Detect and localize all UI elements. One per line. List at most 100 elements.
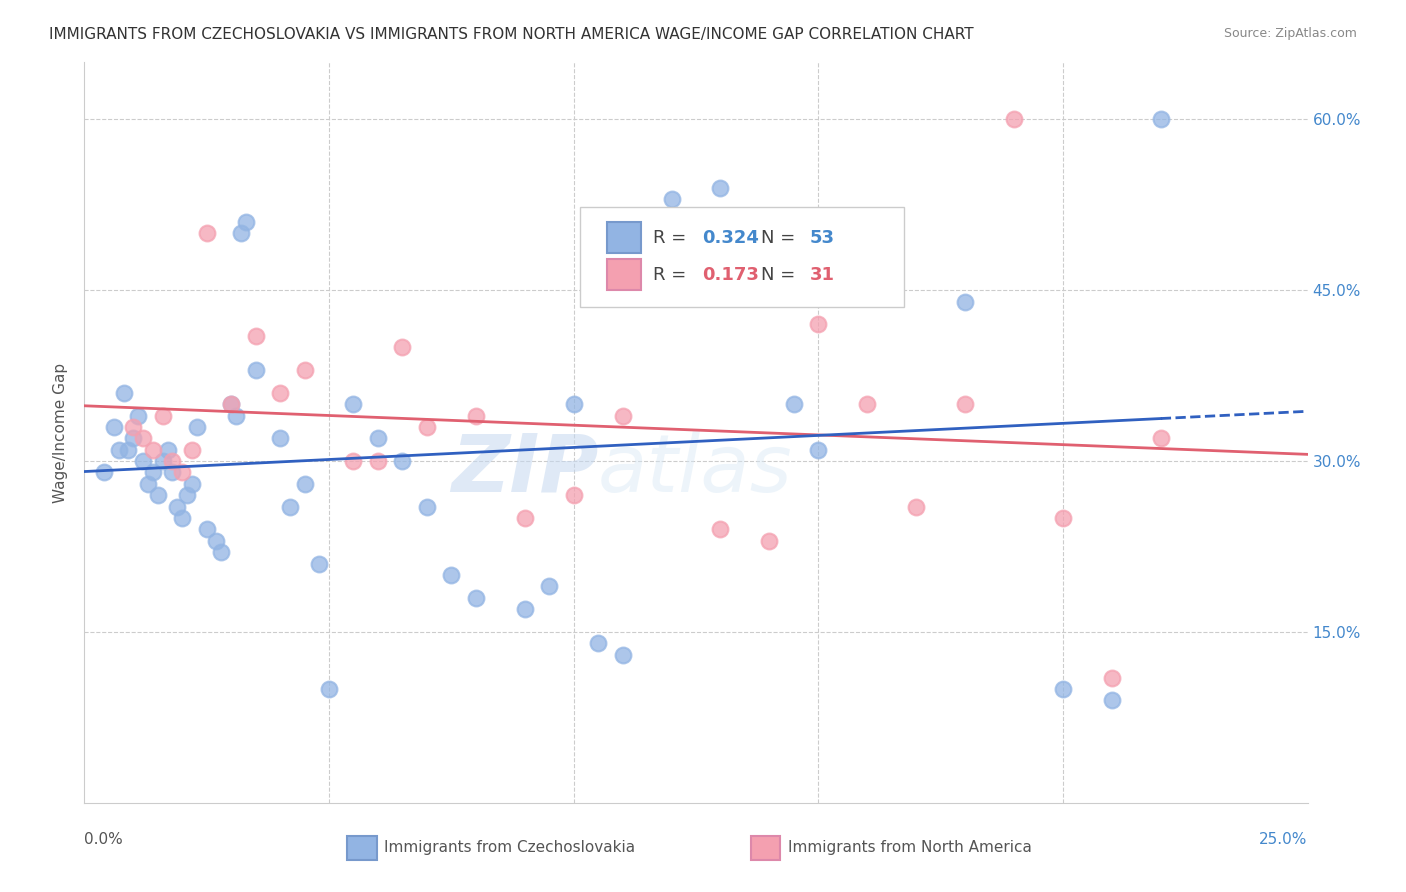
Point (709, 523, 731, 537)
Point (612, 648, 634, 662)
Text: 0.173: 0.173 (702, 266, 759, 284)
Point (318, 681, 340, 696)
Point (856, 260, 879, 275)
Text: 31: 31 (810, 266, 835, 284)
Point (205, 533, 228, 548)
Point (195, 227, 218, 241)
FancyBboxPatch shape (751, 836, 780, 860)
Point (1101, 693, 1123, 707)
Point (538, 579, 561, 593)
Text: atlas: atlas (598, 431, 793, 508)
Point (146, 488, 169, 502)
Point (709, 180, 731, 194)
Point (152, 454, 174, 468)
Point (152, 409, 174, 423)
Point (278, 500, 301, 514)
Point (172, 466, 194, 480)
Point (807, 318, 830, 332)
Point (416, 420, 439, 434)
Point (181, 442, 204, 457)
Point (758, 272, 780, 286)
Point (142, 466, 165, 480)
Point (162, 466, 184, 480)
Point (513, 602, 536, 616)
FancyBboxPatch shape (347, 836, 377, 860)
FancyBboxPatch shape (606, 222, 641, 253)
Text: R =: R = (654, 229, 692, 247)
Point (758, 533, 780, 548)
Text: ZIP: ZIP (451, 431, 598, 508)
Text: Immigrants from North America: Immigrants from North America (787, 840, 1032, 855)
Point (112, 385, 135, 400)
Point (807, 442, 830, 457)
Point (905, 500, 928, 514)
Text: IMMIGRANTS FROM CZECHOSLOVAKIA VS IMMIGRANTS FROM NORTH AMERICA WAGE/INCOME GAP : IMMIGRANTS FROM CZECHOSLOVAKIA VS IMMIGR… (49, 27, 974, 42)
Point (342, 454, 364, 468)
Text: N =: N = (761, 266, 801, 284)
Point (391, 340, 413, 354)
Point (166, 500, 188, 514)
Point (235, 215, 257, 229)
Point (367, 431, 389, 445)
Point (953, 397, 976, 411)
Point (1052, 511, 1074, 525)
Point (416, 500, 439, 514)
Point (464, 591, 486, 605)
Point (209, 545, 232, 559)
Point (856, 397, 879, 411)
Point (513, 511, 536, 525)
Point (186, 420, 208, 434)
Point (464, 409, 486, 423)
Text: 53: 53 (810, 229, 835, 247)
FancyBboxPatch shape (606, 260, 641, 291)
Point (953, 294, 976, 309)
Point (562, 488, 585, 502)
Point (308, 557, 330, 571)
Point (107, 442, 129, 457)
Point (132, 454, 155, 468)
Point (269, 431, 291, 445)
Point (142, 442, 165, 457)
Point (342, 397, 364, 411)
Point (783, 397, 806, 411)
Point (103, 420, 125, 434)
Point (562, 397, 585, 411)
FancyBboxPatch shape (579, 207, 904, 307)
Point (391, 454, 413, 468)
Point (136, 476, 159, 491)
Point (661, 260, 683, 275)
Point (219, 397, 242, 411)
Point (156, 442, 179, 457)
Text: 0.0%: 0.0% (84, 832, 124, 847)
Text: Source: ZipAtlas.com: Source: ZipAtlas.com (1223, 27, 1357, 40)
Point (440, 568, 463, 582)
Point (181, 476, 204, 491)
Point (225, 409, 247, 423)
Point (122, 431, 145, 445)
Point (661, 192, 683, 206)
Point (367, 454, 389, 468)
Point (93, 466, 115, 480)
Point (229, 227, 252, 241)
Text: R =: R = (654, 266, 692, 284)
Point (586, 636, 609, 650)
Point (219, 397, 242, 411)
Point (162, 454, 184, 468)
Point (1101, 671, 1123, 685)
Text: 0.324: 0.324 (702, 229, 759, 247)
Point (612, 409, 634, 423)
Point (132, 431, 155, 445)
Point (269, 385, 291, 400)
Point (172, 511, 194, 525)
Text: 25.0%: 25.0% (1260, 832, 1308, 847)
Point (1150, 112, 1173, 127)
Point (1150, 431, 1173, 445)
Point (1002, 112, 1025, 127)
Point (122, 420, 145, 434)
Text: Immigrants from Czechoslovakia: Immigrants from Czechoslovakia (384, 840, 636, 855)
Point (127, 409, 149, 423)
Point (245, 363, 267, 377)
Point (245, 328, 267, 343)
Point (1052, 681, 1074, 696)
Point (294, 476, 316, 491)
